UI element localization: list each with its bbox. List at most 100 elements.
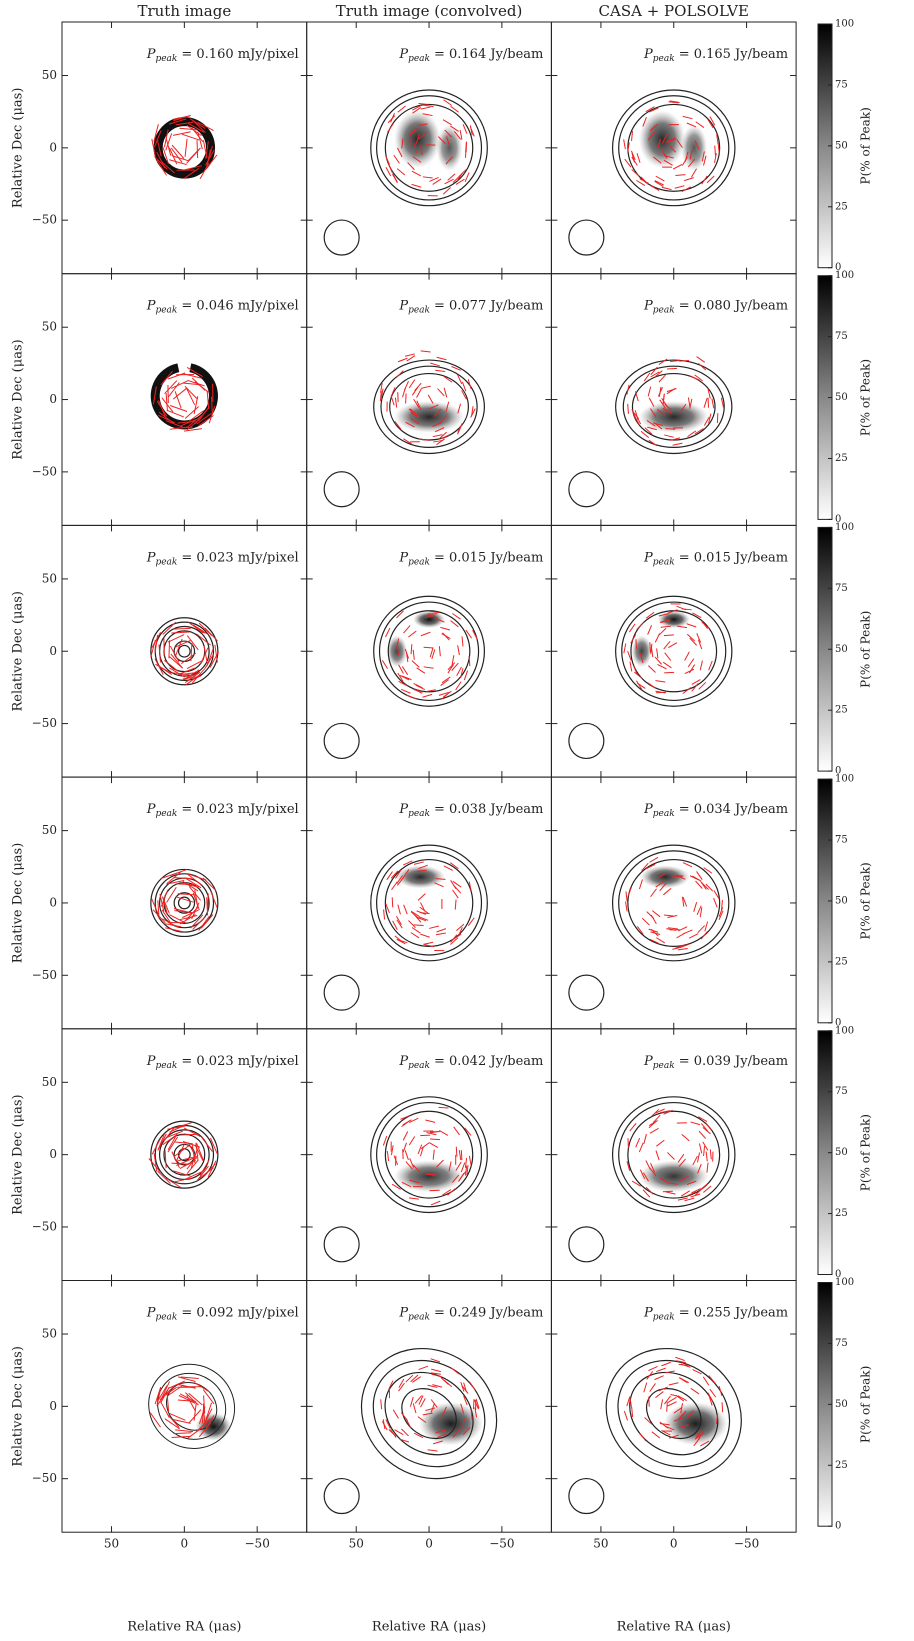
- polarization-tick: [399, 665, 404, 674]
- colorbar-tick-label: 75: [835, 835, 848, 846]
- polarization-tick: [664, 635, 674, 636]
- polarization-tick: [391, 396, 394, 405]
- polarization-tick: [171, 632, 189, 633]
- panel-image: [569, 845, 735, 1010]
- peak-value: = 0.015 Jy/beam: [434, 550, 543, 565]
- polarization-tick: [675, 175, 685, 176]
- peak-symbol: P: [146, 802, 156, 817]
- polarization-tick: [665, 429, 675, 430]
- polarization-tick: [656, 1140, 664, 1146]
- peak-label: Ppeak= 0.039 Jy/beam: [643, 1053, 788, 1070]
- y-tick-label: 50: [42, 823, 57, 837]
- polarization-tick: [407, 356, 415, 361]
- polarization-tick: [469, 1382, 475, 1390]
- polarization-tick: [624, 139, 626, 149]
- polarization-tick: [690, 876, 699, 880]
- polarization-tick: [690, 1122, 700, 1125]
- colorbar-tick-label: 50: [835, 140, 848, 151]
- polarization-tick: [654, 1376, 663, 1380]
- colorbar-tick-label: 50: [835, 895, 848, 906]
- panel-image: [324, 1097, 487, 1262]
- polarization-tick: [393, 1410, 398, 1419]
- peak-value: = 0.046 mJy/pixel: [181, 298, 298, 313]
- peak-value: = 0.015 Jy/beam: [679, 550, 788, 565]
- polarization-tick: [424, 105, 434, 106]
- polarization-tick: [448, 174, 455, 181]
- colorbar-tick-label: 50: [835, 392, 848, 403]
- polarization-tick: [412, 661, 419, 668]
- peak-value: = 0.042 Jy/beam: [434, 1053, 543, 1068]
- y-axis-label: Relative Dec (μas): [11, 1346, 26, 1467]
- polarization-tick: [417, 668, 425, 673]
- polarization-tick: [392, 882, 398, 890]
- polarization-tick: [392, 897, 393, 907]
- contour: [164, 1134, 205, 1175]
- polarization-tick: [697, 1153, 699, 1163]
- polarization-tick: [632, 1407, 633, 1417]
- polarization-tick: [403, 1132, 408, 1141]
- colorbar-tick-label: 100: [835, 1025, 854, 1036]
- polarization-tick: [413, 1403, 416, 1413]
- polarization-tick: [421, 386, 431, 388]
- polarization-tick: [435, 370, 445, 371]
- peak-subscript: peak: [155, 305, 177, 315]
- polarization-tick: [673, 443, 683, 445]
- peak-label: Ppeak= 0.042 Jy/beam: [398, 1053, 543, 1070]
- polarization-tick: [698, 926, 705, 933]
- peak-label: Ppeak= 0.038 Jy/beam: [398, 802, 543, 819]
- peak-value: = 0.023 mJy/pixel: [181, 802, 298, 817]
- panel-image: [149, 1121, 218, 1188]
- polarization-tick: [439, 1130, 448, 1135]
- polarization-tick: [650, 186, 659, 191]
- polarization-tick: [165, 1150, 166, 1168]
- polarization-tick: [656, 1151, 659, 1160]
- peak-value: = 0.164 Jy/beam: [434, 47, 543, 62]
- polarization-tick: [632, 169, 639, 176]
- polarization-tick: [414, 925, 424, 926]
- polarization-tick: [663, 1191, 673, 1192]
- y-axis-label: Relative Dec (μas): [11, 339, 26, 460]
- polarization-tick: [454, 1127, 460, 1135]
- peak-value: = 0.160 mJy/pixel: [181, 47, 298, 62]
- peak-label: Ppeak= 0.015 Jy/beam: [398, 550, 543, 567]
- polarization-tick: [436, 933, 446, 935]
- panel-image: [152, 115, 217, 179]
- polarization-tick: [456, 1147, 457, 1157]
- polarization-tick: [673, 165, 682, 170]
- polarization-tick: [683, 863, 692, 867]
- polarization-tick: [405, 354, 415, 356]
- polarization-tick: [433, 1150, 434, 1160]
- y-tick-label: 50: [42, 68, 57, 82]
- polarization-tick: [201, 915, 213, 929]
- peak-symbol: P: [643, 802, 653, 817]
- y-axis-label: Relative Dec (μas): [11, 1094, 26, 1215]
- y-tick-label: 0: [49, 895, 57, 909]
- polarization-tick: [420, 934, 429, 937]
- polarization-tick: [387, 1151, 388, 1161]
- colorbar-tick-label: 100: [835, 19, 854, 30]
- polarization-tick: [441, 434, 450, 438]
- blob: [394, 401, 464, 433]
- polarization-tick: [628, 404, 629, 414]
- polarization-tick: [661, 1399, 663, 1409]
- beam: [324, 220, 359, 255]
- polarization-tick: [637, 622, 644, 629]
- polarization-tick: [439, 646, 440, 656]
- colorbar-tick-label: 75: [835, 1338, 848, 1349]
- polarization-tick: [679, 361, 689, 362]
- polarization-tick: [406, 652, 407, 662]
- column-title: Truth image: [137, 2, 231, 20]
- colorbar-tick-label: 25: [835, 1208, 848, 1219]
- polarization-tick: [675, 186, 685, 189]
- polarization-tick: [185, 406, 198, 418]
- peak-symbol: P: [643, 550, 653, 565]
- contour: [164, 631, 205, 672]
- polarization-tick: [650, 642, 651, 652]
- polarization-tick: [650, 1128, 659, 1133]
- polarization-tick: [422, 694, 432, 697]
- polarization-tick: [429, 926, 439, 928]
- polarization-tick: [689, 934, 698, 938]
- polarization-tick: [473, 1399, 474, 1409]
- polarization-tick: [168, 1137, 178, 1152]
- polarization-tick: [667, 1402, 668, 1412]
